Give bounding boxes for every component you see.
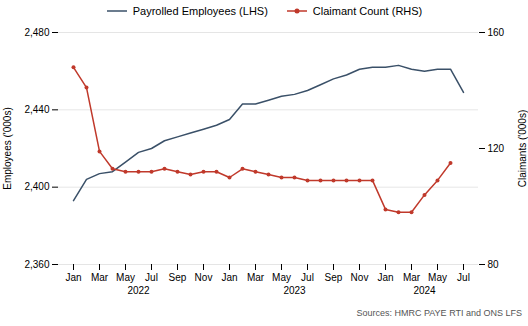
svg-text:Sep: Sep (325, 272, 343, 283)
svg-text:Jan: Jan (65, 272, 81, 283)
svg-text:80: 80 (488, 259, 500, 270)
svg-text:2024: 2024 (413, 285, 436, 296)
svg-text:Nov: Nov (195, 272, 213, 283)
svg-text:Jul: Jul (145, 272, 158, 283)
svg-text:Mar: Mar (91, 272, 109, 283)
svg-text:2,480: 2,480 (24, 27, 49, 38)
svg-text:Employees ('000s): Employees ('000s) (2, 107, 13, 190)
html-text:Sources: HMRC PAYE RTI and ONS: Sources: HMRC PAYE RTI and ONS LFS (356, 308, 522, 318)
html-text:Payrolled Employees (LHS): Payrolled Employees (LHS) (132, 5, 268, 17)
svg-text:160: 160 (488, 27, 505, 38)
html-text:Claimant Count (RHS): Claimant Count (RHS) (312, 5, 423, 17)
svg-text:Jul: Jul (457, 272, 470, 283)
svg-text:Claimants ('000s): Claimants ('000s) (517, 110, 528, 188)
svg-text:May: May (272, 272, 291, 283)
svg-text:Sep: Sep (169, 272, 187, 283)
svg-text:May: May (428, 272, 447, 283)
svg-text:Mar: Mar (247, 272, 265, 283)
svg-text:Mar: Mar (403, 272, 421, 283)
svg-text:2022: 2022 (127, 285, 150, 296)
svg-text:Jan: Jan (221, 272, 237, 283)
svg-text:May: May (116, 272, 135, 283)
svg-text:2,400: 2,400 (24, 181, 49, 192)
svg-text:120: 120 (488, 143, 505, 154)
svg-text:2,440: 2,440 (24, 104, 49, 115)
svg-text:Jul: Jul (301, 272, 314, 283)
svg-text:2,360: 2,360 (24, 259, 49, 270)
svg-text:Jan: Jan (377, 272, 393, 283)
svg-text:Nov: Nov (351, 272, 369, 283)
svg-text:2023: 2023 (283, 285, 306, 296)
